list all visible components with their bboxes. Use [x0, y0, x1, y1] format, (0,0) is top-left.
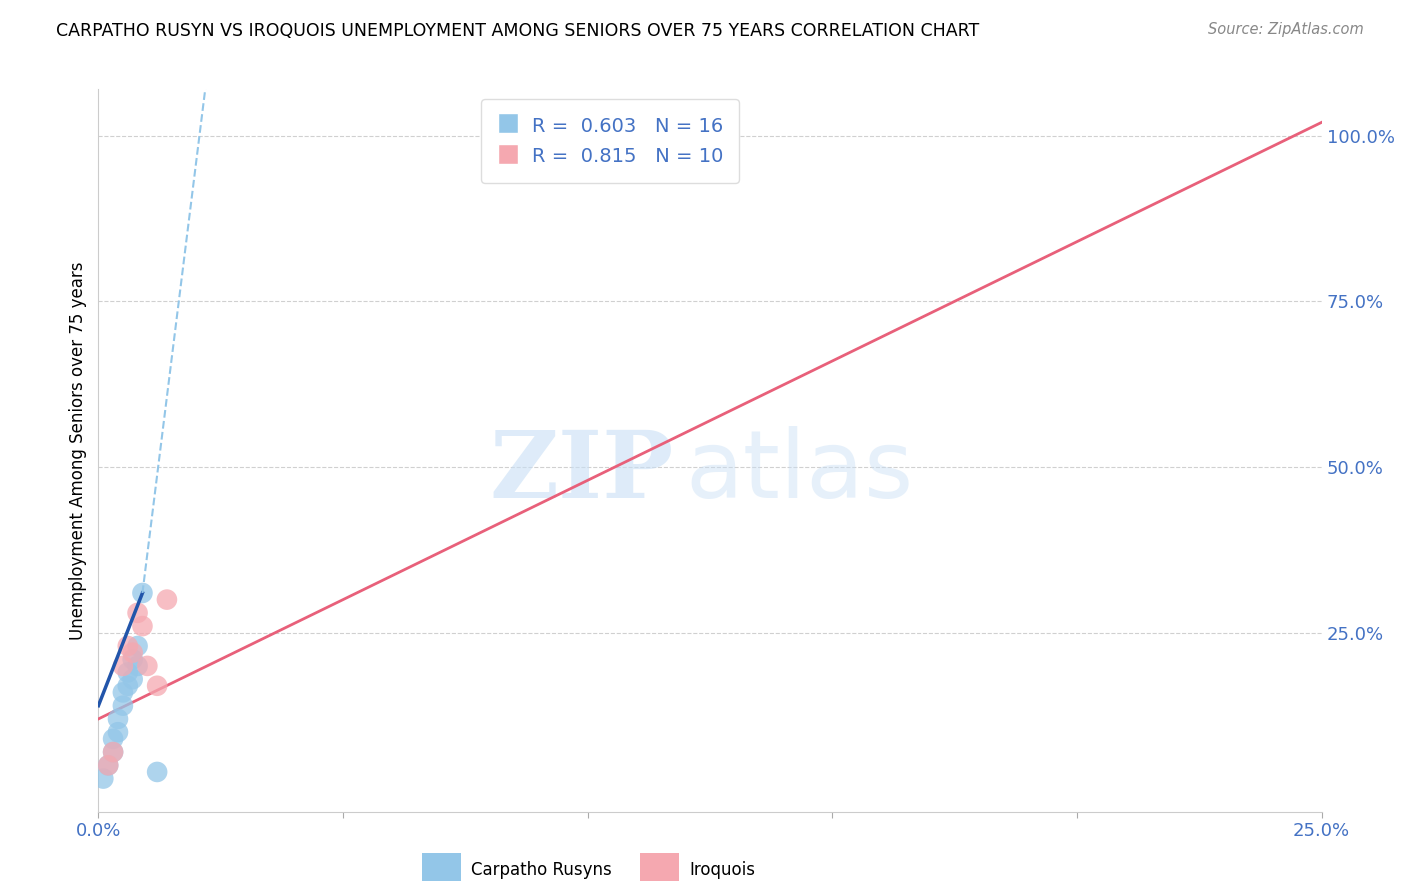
- Point: [117, 679, 139, 693]
- Point: [107, 712, 129, 726]
- Point: [117, 665, 139, 680]
- Legend: R =  0.603   N = 16, R =  0.815   N = 10: R = 0.603 N = 16, R = 0.815 N = 10: [481, 99, 738, 183]
- Point: [101, 745, 124, 759]
- Text: Iroquois: Iroquois: [689, 861, 755, 879]
- Point: [127, 639, 149, 653]
- Point: [127, 606, 149, 620]
- Point: [91, 772, 114, 786]
- Point: [131, 586, 153, 600]
- Point: [121, 652, 143, 666]
- Point: [97, 758, 120, 772]
- Point: [136, 659, 159, 673]
- Point: [121, 646, 143, 660]
- Point: [101, 745, 124, 759]
- Point: [156, 592, 179, 607]
- Text: Carpatho Rusyns: Carpatho Rusyns: [471, 861, 612, 879]
- Point: [131, 619, 153, 633]
- Point: [111, 685, 134, 699]
- Point: [127, 659, 149, 673]
- Y-axis label: Unemployment Among Seniors over 75 years: Unemployment Among Seniors over 75 years: [69, 261, 87, 640]
- Point: [107, 725, 129, 739]
- Point: [117, 639, 139, 653]
- Point: [101, 731, 124, 746]
- Point: [146, 679, 169, 693]
- Text: ZIP: ZIP: [489, 427, 673, 517]
- Text: Source: ZipAtlas.com: Source: ZipAtlas.com: [1208, 22, 1364, 37]
- Point: [111, 698, 134, 713]
- Text: atlas: atlas: [686, 426, 914, 518]
- Point: [97, 758, 120, 772]
- Point: [146, 764, 169, 779]
- Text: CARPATHO RUSYN VS IROQUOIS UNEMPLOYMENT AMONG SENIORS OVER 75 YEARS CORRELATION : CARPATHO RUSYN VS IROQUOIS UNEMPLOYMENT …: [56, 22, 980, 40]
- Point: [111, 659, 134, 673]
- Point: [121, 672, 143, 686]
